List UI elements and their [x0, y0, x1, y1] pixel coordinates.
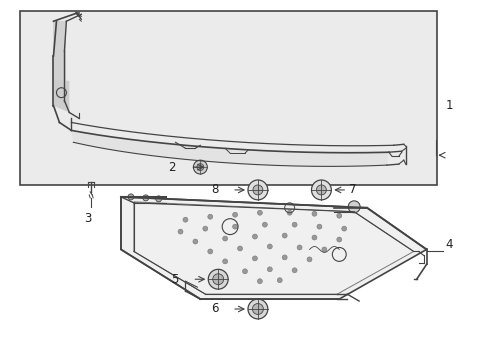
Circle shape — [337, 237, 342, 242]
Circle shape — [178, 229, 183, 234]
Circle shape — [248, 299, 268, 319]
Circle shape — [317, 185, 326, 195]
Circle shape — [282, 255, 287, 260]
Circle shape — [203, 226, 208, 231]
Polygon shape — [53, 21, 66, 81]
Circle shape — [312, 235, 317, 240]
Circle shape — [342, 226, 347, 231]
Circle shape — [312, 180, 331, 200]
Circle shape — [252, 256, 257, 261]
Text: 8: 8 — [211, 184, 218, 197]
Bar — [20, 11, 437, 185]
Circle shape — [253, 185, 263, 195]
Text: 3: 3 — [85, 212, 92, 225]
Circle shape — [213, 274, 223, 285]
Circle shape — [248, 180, 268, 200]
Text: 6: 6 — [211, 302, 218, 315]
Text: 2: 2 — [168, 161, 175, 174]
Circle shape — [337, 213, 342, 218]
Circle shape — [297, 245, 302, 250]
Circle shape — [292, 268, 297, 273]
Text: 4: 4 — [445, 238, 453, 251]
Circle shape — [222, 236, 228, 241]
Circle shape — [262, 222, 268, 227]
Text: 5: 5 — [171, 273, 178, 286]
Text: 7: 7 — [349, 184, 357, 197]
Circle shape — [193, 239, 198, 244]
Circle shape — [252, 303, 263, 314]
Circle shape — [252, 234, 257, 239]
Circle shape — [307, 257, 312, 262]
Circle shape — [128, 194, 134, 200]
Circle shape — [208, 269, 228, 289]
Circle shape — [233, 224, 238, 229]
Circle shape — [348, 201, 360, 213]
Circle shape — [257, 210, 262, 215]
Circle shape — [143, 195, 149, 201]
Circle shape — [222, 259, 228, 264]
Circle shape — [233, 212, 238, 217]
Polygon shape — [72, 130, 389, 166]
Circle shape — [322, 247, 327, 252]
Circle shape — [208, 214, 213, 219]
Circle shape — [268, 244, 272, 249]
Circle shape — [183, 217, 188, 222]
Circle shape — [257, 279, 262, 284]
Circle shape — [282, 233, 287, 238]
Circle shape — [243, 269, 247, 274]
Circle shape — [156, 196, 162, 202]
Circle shape — [194, 160, 207, 174]
Polygon shape — [53, 81, 70, 113]
Circle shape — [317, 224, 322, 229]
Circle shape — [287, 210, 292, 215]
Circle shape — [292, 222, 297, 227]
Circle shape — [208, 249, 213, 254]
Circle shape — [268, 267, 272, 272]
Circle shape — [197, 164, 204, 171]
Circle shape — [312, 211, 317, 216]
Polygon shape — [121, 197, 427, 299]
Text: 1: 1 — [445, 99, 453, 112]
Circle shape — [238, 246, 243, 251]
Circle shape — [277, 278, 282, 283]
